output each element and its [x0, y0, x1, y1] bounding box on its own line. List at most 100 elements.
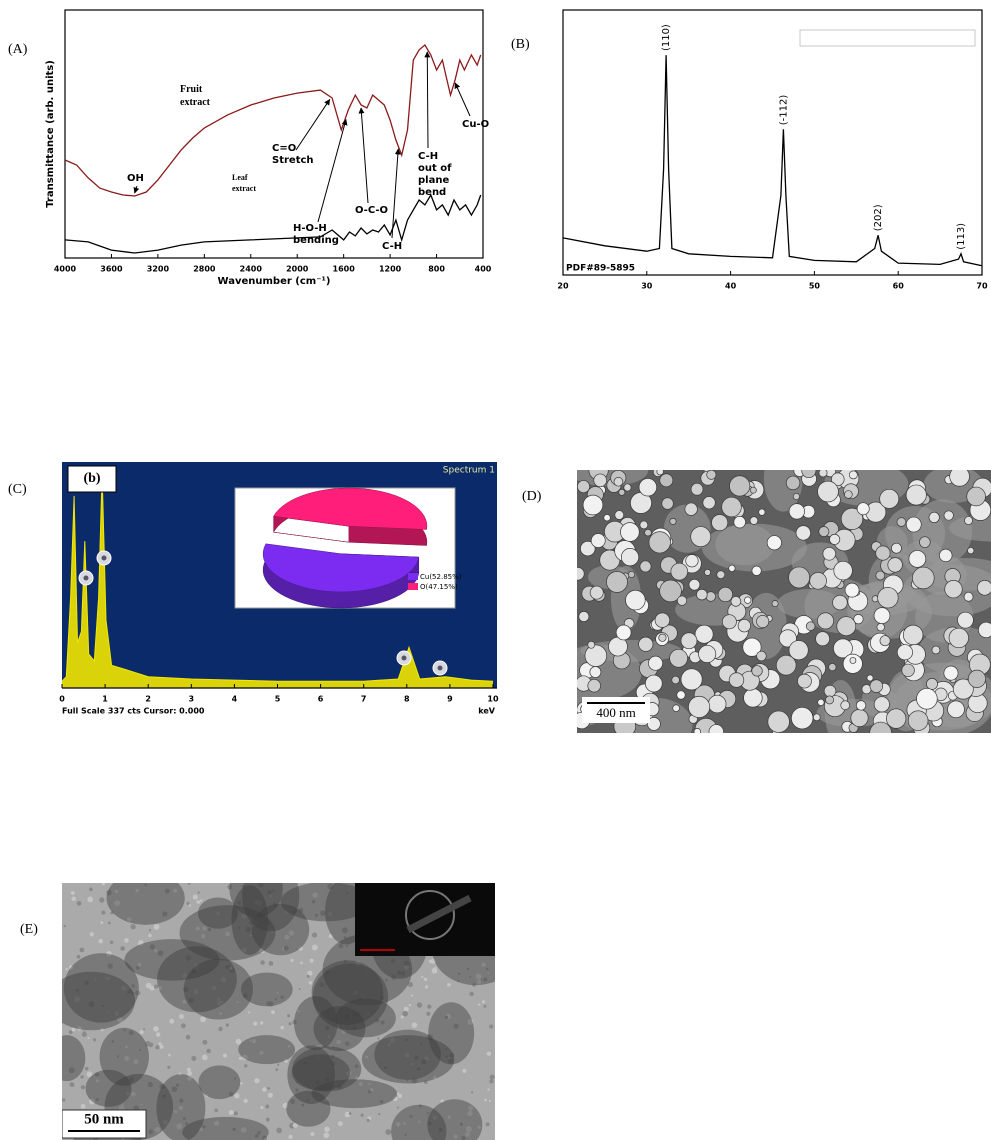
sem-particle [750, 487, 756, 493]
page: (A) (B) (C) (D) (E) 400 nm 50 nm 4000360… [0, 0, 991, 1140]
sem-particle [722, 615, 736, 629]
peak-marker-dot [402, 656, 407, 661]
tem-noise [268, 1093, 273, 1098]
sem-particle [691, 527, 711, 547]
x-tick-label: 20 [557, 282, 569, 291]
tem-noise [200, 899, 202, 901]
sem-particle [902, 664, 915, 677]
tem-noise [90, 932, 94, 936]
sem-particle [712, 515, 728, 531]
peak-marker-dot [102, 556, 107, 561]
tem-noise [417, 1002, 422, 1007]
sem-particle [968, 670, 985, 687]
x-tick-label: 0 [59, 695, 65, 704]
tem-noise [482, 1000, 485, 1003]
tem-noise [223, 1054, 227, 1058]
sem-particle [588, 641, 595, 648]
tem-noise [487, 1088, 489, 1090]
sem-particle [964, 592, 973, 601]
panel-label: (D) [522, 489, 542, 504]
sem-image: 400 nm [550, 446, 991, 752]
tem-noise [236, 1039, 242, 1045]
sem-particle [833, 595, 848, 610]
tem-noise [206, 1049, 211, 1054]
sem-particle [880, 489, 899, 508]
sem-particle [706, 592, 716, 602]
sem-particle [606, 571, 627, 592]
x-tick-label: 2 [145, 695, 151, 704]
tem-noise [269, 961, 274, 966]
plot-frame [563, 10, 982, 275]
panel-label: (A) [8, 42, 28, 57]
sem-particle [628, 571, 634, 577]
sem-particle [964, 516, 972, 524]
sem-particle [673, 705, 680, 712]
panel-label: (C) [8, 482, 27, 497]
x-tick-label: 6 [318, 695, 324, 704]
sem-particle [841, 701, 850, 710]
tem-noise [98, 939, 103, 944]
sem-particle [897, 518, 906, 527]
series-label: Fruitextract [180, 84, 211, 108]
tem-noise [234, 1111, 238, 1115]
tem-noise [69, 1082, 74, 1087]
tem-noise [349, 1112, 352, 1115]
sem-particle [977, 580, 991, 595]
tem-noise [181, 1023, 186, 1028]
sem-particle [789, 504, 805, 520]
sem-particle [944, 666, 958, 680]
tem-noise [271, 1010, 275, 1014]
tem-noise [323, 1132, 329, 1138]
sem-particle [818, 481, 839, 502]
tem-particle [48, 1035, 85, 1081]
sem-particle [640, 521, 648, 529]
x-tick-label: 2400 [240, 265, 263, 274]
tem-noise [338, 1121, 343, 1126]
x-tick-label: 3200 [147, 265, 170, 274]
tem-noise [124, 938, 129, 943]
tem-noise [100, 921, 103, 924]
annotation: bend [418, 187, 446, 198]
x-tick-label: 4000 [54, 265, 77, 274]
sem-particle [696, 589, 707, 600]
sem-particle [604, 514, 611, 521]
annotation: H-O-H [293, 223, 327, 234]
tem-noise [71, 891, 75, 895]
tem-noise [265, 1105, 269, 1109]
sem-particle [845, 583, 859, 597]
sem-particle [571, 567, 584, 580]
tem-noise [226, 1023, 229, 1026]
sem-particle [793, 493, 799, 499]
tem-noise [143, 1028, 145, 1030]
x-tick-label: 60 [893, 282, 905, 291]
tem-noise [254, 1078, 259, 1083]
sem-particle [709, 725, 724, 740]
sem-particle [886, 709, 906, 729]
sem-particle [738, 619, 751, 632]
x-tick-label: 800 [428, 265, 445, 274]
sem-particle [707, 470, 716, 479]
tem-noise [462, 1069, 466, 1073]
sem-particle [691, 483, 703, 495]
tem-noise [307, 975, 310, 978]
sem-particle [729, 673, 744, 688]
sem-particle [844, 491, 852, 499]
sem-particle [888, 558, 903, 573]
tem-noise [196, 900, 200, 904]
sem-sheet [715, 524, 774, 565]
tem-noise [93, 1038, 96, 1041]
sem-particle [816, 632, 830, 646]
sem-particle [877, 623, 885, 631]
sem-particle [870, 680, 883, 693]
sem-particle [703, 497, 715, 509]
tem-noise [402, 1011, 408, 1017]
tem-noise [260, 1021, 263, 1024]
tem-noise [99, 897, 104, 902]
legend-box [800, 30, 975, 46]
sem-particle [695, 625, 713, 643]
annotation: C-H [418, 151, 438, 162]
sem-particle [620, 523, 639, 542]
x-tick-label: 1200 [379, 265, 402, 274]
tem-noise [187, 1068, 191, 1072]
tem-noise [102, 882, 105, 885]
